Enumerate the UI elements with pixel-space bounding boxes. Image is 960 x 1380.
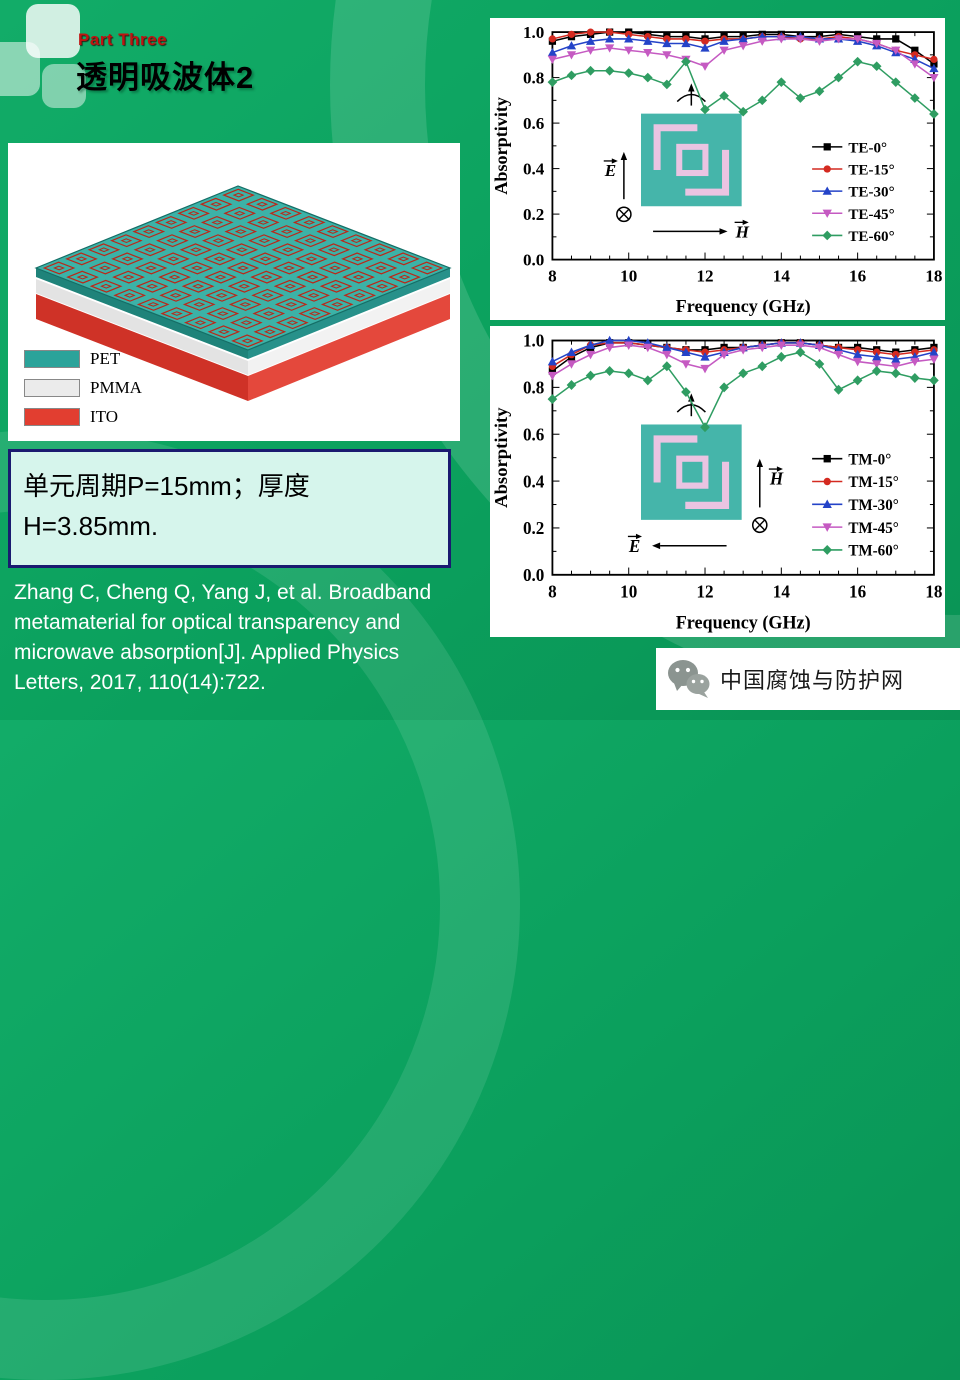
- svg-text:0.8: 0.8: [523, 378, 545, 397]
- svg-text:E: E: [628, 537, 640, 556]
- svg-text:E: E: [604, 161, 616, 180]
- svg-text:TE-15°: TE-15°: [848, 163, 894, 179]
- footer-brand-strip: 中国腐蚀与防护网: [656, 648, 960, 710]
- svg-text:0.4: 0.4: [523, 160, 545, 179]
- svg-text:0.2: 0.2: [523, 205, 544, 224]
- svg-text:TE-30°: TE-30°: [848, 185, 894, 201]
- metamaterial-stack-illustration: [8, 143, 460, 401]
- svg-text:18: 18: [925, 582, 942, 601]
- svg-text:TE-0°: TE-0°: [848, 140, 887, 156]
- svg-text:16: 16: [849, 267, 867, 286]
- corner-square-decor-2: [0, 42, 40, 96]
- legend-item-pmma: PMMA: [24, 378, 142, 398]
- svg-text:1.0: 1.0: [523, 23, 544, 42]
- pet-color-swatch: [24, 350, 80, 368]
- svg-text:0.6: 0.6: [523, 425, 545, 444]
- svg-text:TM-45°: TM-45°: [848, 520, 898, 537]
- pet-label: PET: [90, 349, 121, 368]
- citation-line-3: microwave absorption[J]. Applied Physics: [14, 641, 400, 665]
- svg-text:Frequency (GHz): Frequency (GHz): [676, 296, 811, 317]
- svg-text:H: H: [735, 222, 750, 241]
- svg-text:14: 14: [773, 267, 791, 286]
- citation: Zhang C, Cheng Q, Yang J, et al. Broadba…: [14, 578, 486, 698]
- svg-text:12: 12: [696, 267, 713, 286]
- svg-text:0.0: 0.0: [523, 251, 544, 270]
- pmma-label: PMMA: [90, 378, 142, 397]
- svg-text:TM-0°: TM-0°: [848, 451, 891, 468]
- svg-text:H: H: [769, 469, 784, 488]
- tm-absorptivity-chart: 8 10 12 14 16 18 0.0 0.2 0.4 0.6 0.8 1.0 Frequency (…: [490, 326, 945, 637]
- svg-text:0.2: 0.2: [523, 519, 544, 538]
- svg-text:TE-60°: TE-60°: [848, 229, 894, 245]
- svg-text:TM-15°: TM-15°: [848, 474, 898, 491]
- svg-text:10: 10: [620, 582, 637, 601]
- parameter-line-2: H=3.85mm.: [23, 511, 159, 542]
- svg-text:Absorptivity: Absorptivity: [491, 407, 511, 508]
- structure-figure-panel: PET PMMA ITO: [8, 143, 460, 441]
- page-title: 透明吸波体2: [76, 60, 255, 95]
- background-arc-bottom: [0, 430, 520, 1380]
- svg-text:16: 16: [849, 582, 866, 601]
- svg-text:Absorptivity: Absorptivity: [491, 97, 511, 195]
- materials-legend: PET PMMA ITO: [24, 349, 142, 427]
- citation-line-4: Letters, 2017, 110(14):722.: [14, 671, 266, 695]
- tm-chart-panel: 8 10 12 14 16 18 0.0 0.2 0.4 0.6 0.8 1.0 Frequency (…: [490, 326, 945, 637]
- citation-line-1: Zhang C, Cheng Q, Yang J, et al. Broadba…: [14, 581, 432, 604]
- svg-text:TM-60°: TM-60°: [848, 542, 898, 559]
- pmma-color-swatch: [24, 379, 80, 397]
- svg-text:18: 18: [925, 267, 942, 286]
- te-chart-panel: 8 10 12 14 16 18 0.0 0.2 0.4 0.6 0.8 1.0 Frequency (…: [490, 18, 945, 320]
- svg-text:TM-30°: TM-30°: [848, 497, 898, 514]
- svg-text:10: 10: [620, 267, 637, 286]
- svg-text:0.4: 0.4: [523, 472, 545, 491]
- parameter-note: 单元周期P=15mm；厚度 H=3.85mm.: [8, 449, 451, 568]
- ito-label: ITO: [90, 407, 119, 426]
- svg-text:12: 12: [696, 582, 713, 601]
- svg-text:0.8: 0.8: [523, 69, 544, 88]
- footer-brand-text: 中国腐蚀与防护网: [720, 668, 905, 693]
- ito-color-swatch: [24, 408, 80, 426]
- legend-item-pet: PET: [24, 349, 142, 369]
- corner-square-decor-3: [42, 64, 86, 108]
- svg-text:0.6: 0.6: [523, 114, 545, 133]
- svg-text:14: 14: [773, 582, 790, 601]
- parameter-line-1: 单元周期P=15mm；厚度: [23, 471, 310, 501]
- svg-text:8: 8: [548, 582, 557, 601]
- legend-item-ito: ITO: [24, 407, 142, 427]
- svg-text:0.0: 0.0: [523, 566, 545, 585]
- svg-text:1.0: 1.0: [523, 332, 545, 351]
- te-absorptivity-chart: 8 10 12 14 16 18 0.0 0.2 0.4 0.6 0.8 1.0 Frequency (…: [490, 18, 945, 320]
- svg-text:Frequency (GHz): Frequency (GHz): [676, 612, 811, 633]
- svg-text:8: 8: [548, 267, 557, 286]
- wechat-icon: [668, 660, 710, 698]
- part-label: Part Three: [78, 30, 168, 49]
- citation-line-2: metamaterial for optical transparency an…: [14, 611, 401, 635]
- svg-text:TE-45°: TE-45°: [848, 207, 894, 223]
